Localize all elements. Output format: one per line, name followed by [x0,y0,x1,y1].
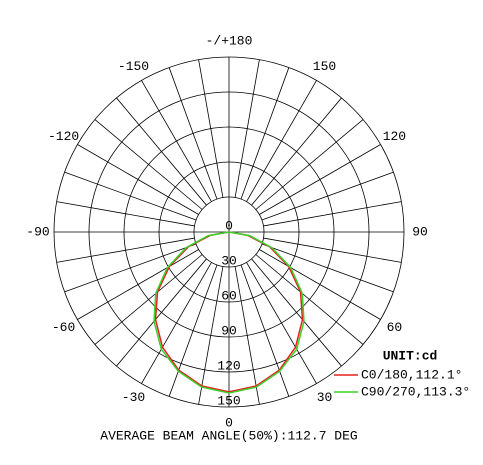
angle-label: -150 [118,59,149,74]
radial-label: 60 [221,288,237,303]
angle-label: 90 [412,224,428,239]
radial-label: 0 [225,218,233,233]
angle-label: -90 [26,224,49,239]
ring [123,126,335,338]
radial-label: 150 [217,393,240,408]
radial-label: 120 [217,358,240,373]
angle-label: -/+180 [206,33,253,48]
angle-label: 150 [313,59,336,74]
ring [158,161,300,303]
ring [88,91,370,373]
radial-label: 90 [221,323,237,338]
radial-label: 30 [221,253,237,268]
legend-label: C90/270,113.3° [361,384,470,399]
angle-label: 120 [383,129,406,144]
legend-title: UNIT:cd [383,348,438,363]
angle-label: 30 [317,390,333,405]
ring [53,56,405,408]
angle-label: 60 [387,320,403,335]
angle-label: 0 [225,415,233,430]
angle-label: -60 [52,320,75,335]
angle-label: -30 [122,390,145,405]
caption: AVERAGE BEAM ANGLE(50%):112.7 DEG [100,428,357,443]
ring [193,196,265,268]
angle-label: -120 [48,129,79,144]
curve [153,231,305,394]
legend-label: C0/180,112.1° [361,367,462,382]
